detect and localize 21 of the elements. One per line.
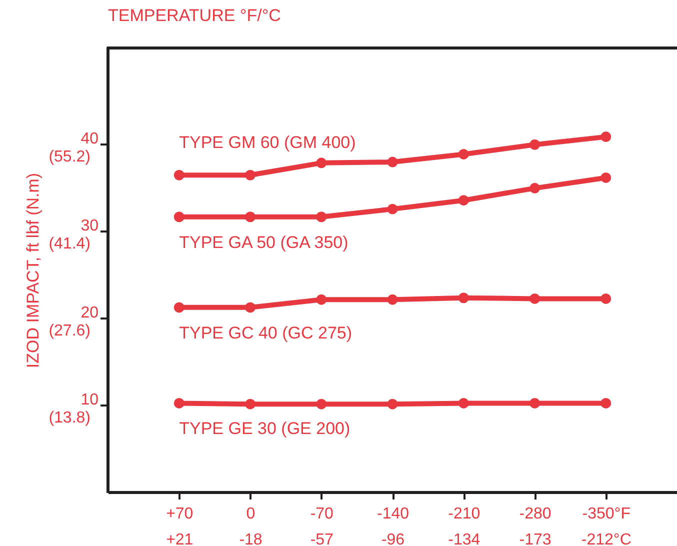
x-tick-label: -210 -134 [448,506,480,546]
x-tick-label: -140 -96 [376,506,410,546]
y-tick-label: 20 [80,304,99,322]
x-tick-label: +70 +21 [166,506,194,546]
x-tick-label: -280 -173 [519,506,552,546]
x-tick-label: -350°F -212°C [581,506,632,546]
x-tick-label: 0 -18 [239,506,262,546]
series-label: TYPE GE 30 (GE 200) [179,419,350,438]
y-tick-label: 40 [80,130,99,148]
y-tick-label: 10 [80,391,99,408]
y2-tick-label: (13.8) [48,409,90,426]
y2-tick-label: (55.2) [48,148,90,166]
series-label: TYPE GM 60 (GM 400) [179,133,356,152]
y2-axis-title: IZOD IMPACT, ft lbf (N.m) [24,172,43,368]
y-tick-label: 30 [80,217,99,234]
y2-tick-label: (27.6) [48,322,90,340]
series-label: TYPE GC 40 (GC 275) [179,323,352,342]
x-tick-label: -70 -57 [310,506,334,546]
x-axis-title: TEMPERATURE °F/°C [108,6,281,25]
series-label: TYPE GA 50 (GA 350) [179,232,348,252]
y2-tick-label: (41.4) [48,235,90,252]
